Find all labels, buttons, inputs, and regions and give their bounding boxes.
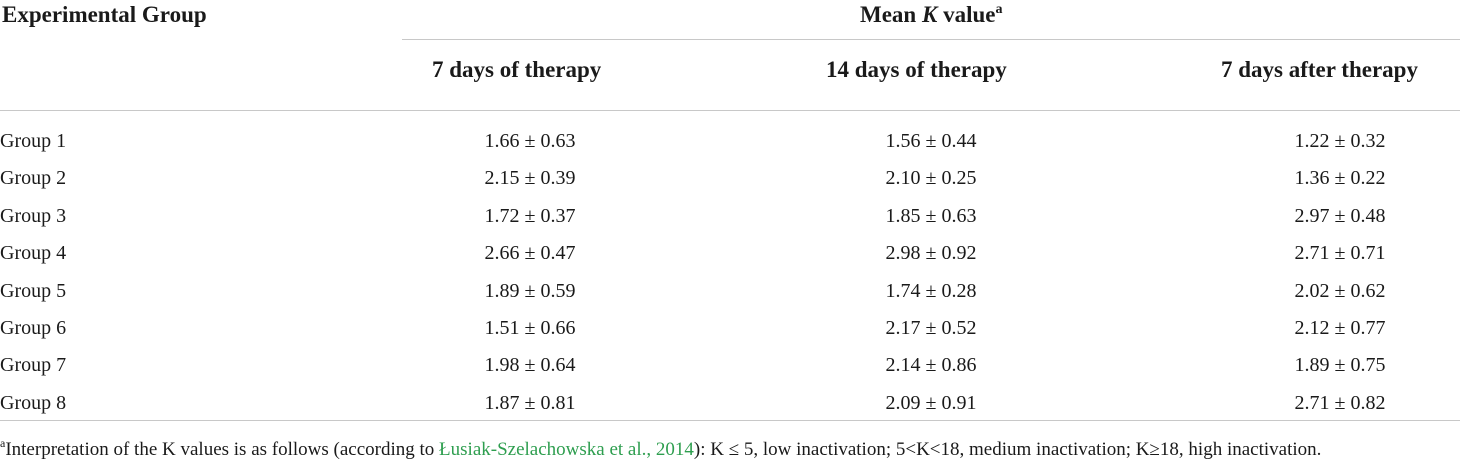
table-bottom-rule [0, 420, 1460, 421]
row-group-label: Group 5 [0, 279, 67, 302]
table-row: Group 1 1.66 ± 0.63 1.56 ± 0.44 1.22 ± 0.32 [0, 130, 1460, 167]
row-value-cell: 2.71 ± 0.82 [1294, 391, 1386, 414]
table-row: Group 5 1.89 ± 0.59 1.74 ± 0.28 2.02 ± 0.62 [0, 280, 1460, 317]
row-group-label: Group 6 [0, 317, 67, 339]
header-mean-k: K [921, 2, 938, 27]
row-value-cell: 2.66 ± 0.47 [484, 242, 576, 265]
row-group-label: Group 7 [0, 354, 67, 377]
row-value-cell: 1.22 ± 0.32 [1294, 130, 1386, 152]
row-group-label: Group 4 [0, 242, 67, 265]
row-value-cell: 2.98 ± 0.92 [885, 242, 977, 265]
table-row: Group 7 1.98 ± 0.64 2.14 ± 0.86 1.89 ± 0.75 [0, 354, 1460, 391]
row-value-cell: 1.36 ± 0.22 [1294, 167, 1386, 190]
table-row: Group 8 1.87 ± 0.81 2.09 ± 0.91 2.71 ± 0.82 [0, 392, 1460, 429]
row-value-cell: 2.71 ± 0.71 [1294, 242, 1386, 265]
row-value-cell: 2.97 ± 0.48 [1294, 204, 1386, 227]
table-footnote: aInterpretation of the K values is as fo… [0, 436, 1321, 461]
row-value-cell: 1.56 ± 0.44 [885, 130, 977, 152]
table-row: Group 2 2.15 ± 0.39 2.10 ± 0.25 1.36 ± 0.22 [0, 167, 1460, 204]
footnote-text-after: ): K ≤ 5, low inactivation; 5<K<18, medi… [693, 439, 1322, 460]
header-mean-prefix: Mean [860, 2, 922, 27]
header-footnote-marker: a [995, 2, 1003, 17]
row-value-cell: 2.10 ± 0.25 [885, 167, 977, 190]
column-header-14-days-therapy: 14 days of therapy [826, 57, 1007, 82]
row-value-cell: 1.85 ± 0.63 [885, 204, 977, 227]
header-bottom-rule [0, 110, 1460, 111]
row-value-cell: 1.66 ± 0.63 [484, 130, 576, 152]
row-value-cell: 1.87 ± 0.81 [484, 391, 576, 414]
table-row: Group 6 1.51 ± 0.66 2.17 ± 0.52 2.12 ± 0.77 [0, 317, 1460, 354]
row-value-cell: 1.72 ± 0.37 [484, 204, 576, 227]
column-header-7-days-therapy: 7 days of therapy [432, 57, 602, 82]
header-mean-k-value: Mean K valuea [860, 2, 1002, 28]
row-group-label: Group 3 [0, 204, 67, 227]
row-value-cell: 2.02 ± 0.62 [1294, 279, 1386, 302]
row-group-label: Group 2 [0, 167, 67, 190]
footnote-text-before: Interpretation of the K values is as fol… [5, 439, 440, 460]
header-mean-suffix: value [937, 2, 996, 27]
header-span-rule [402, 39, 1460, 40]
header-experimental-group: Experimental Group [2, 2, 207, 27]
row-value-cell: 1.98 ± 0.64 [484, 354, 576, 377]
row-value-cell: 2.09 ± 0.91 [885, 391, 977, 414]
row-value-cell: 2.12 ± 0.77 [1294, 317, 1386, 339]
row-value-cell: 2.14 ± 0.86 [885, 354, 977, 377]
row-value-cell: 2.17 ± 0.52 [885, 317, 977, 339]
row-value-cell: 1.51 ± 0.66 [484, 317, 576, 339]
table-row: Group 3 1.72 ± 0.37 1.85 ± 0.63 2.97 ± 0.48 [0, 205, 1460, 242]
row-value-cell: 1.74 ± 0.28 [885, 279, 977, 302]
footnote-citation-link[interactable]: Łusiak-Szelachowska et al., 2014 [439, 439, 694, 460]
row-value-cell: 2.15 ± 0.39 [484, 167, 576, 190]
row-value-cell: 1.89 ± 0.59 [484, 279, 576, 302]
row-value-cell: 1.89 ± 0.75 [1294, 354, 1386, 377]
row-group-label: Group 1 [0, 130, 67, 152]
table-row: Group 4 2.66 ± 0.47 2.98 ± 0.92 2.71 ± 0.71 [0, 242, 1460, 279]
footnote-marker: a [0, 436, 6, 450]
column-header-7-days-after-therapy: 7 days after therapy [1221, 57, 1418, 82]
row-group-label: Group 8 [0, 391, 67, 414]
